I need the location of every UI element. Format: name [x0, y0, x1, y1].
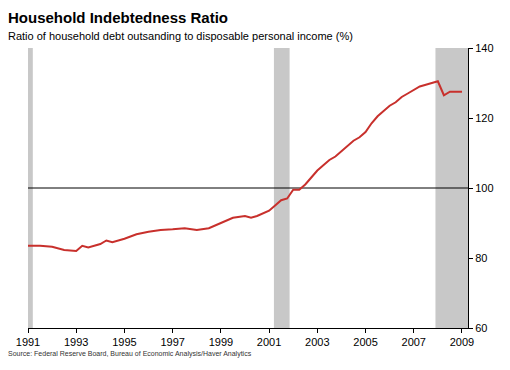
svg-text:1995: 1995 — [112, 336, 136, 348]
svg-text:100: 100 — [475, 182, 493, 194]
svg-text:80: 80 — [475, 252, 487, 264]
svg-text:2005: 2005 — [353, 336, 377, 348]
svg-text:Ratio of household debt outsan: Ratio of household debt outsanding to di… — [8, 30, 353, 42]
svg-text:2009: 2009 — [450, 336, 474, 348]
svg-text:2001: 2001 — [257, 336, 281, 348]
svg-text:Source: Federal Reserve Board,: Source: Federal Reserve Board, Bureau of… — [8, 350, 252, 358]
svg-text:120: 120 — [475, 112, 493, 124]
svg-text:2003: 2003 — [305, 336, 329, 348]
svg-text:140: 140 — [475, 42, 493, 54]
svg-text:1999: 1999 — [209, 336, 233, 348]
svg-text:Household Indebtedness Ratio: Household Indebtedness Ratio — [8, 9, 228, 26]
svg-text:1991: 1991 — [16, 336, 40, 348]
svg-text:1997: 1997 — [160, 336, 184, 348]
svg-text:60: 60 — [475, 322, 487, 334]
svg-text:1993: 1993 — [64, 336, 88, 348]
svg-text:2007: 2007 — [402, 336, 426, 348]
